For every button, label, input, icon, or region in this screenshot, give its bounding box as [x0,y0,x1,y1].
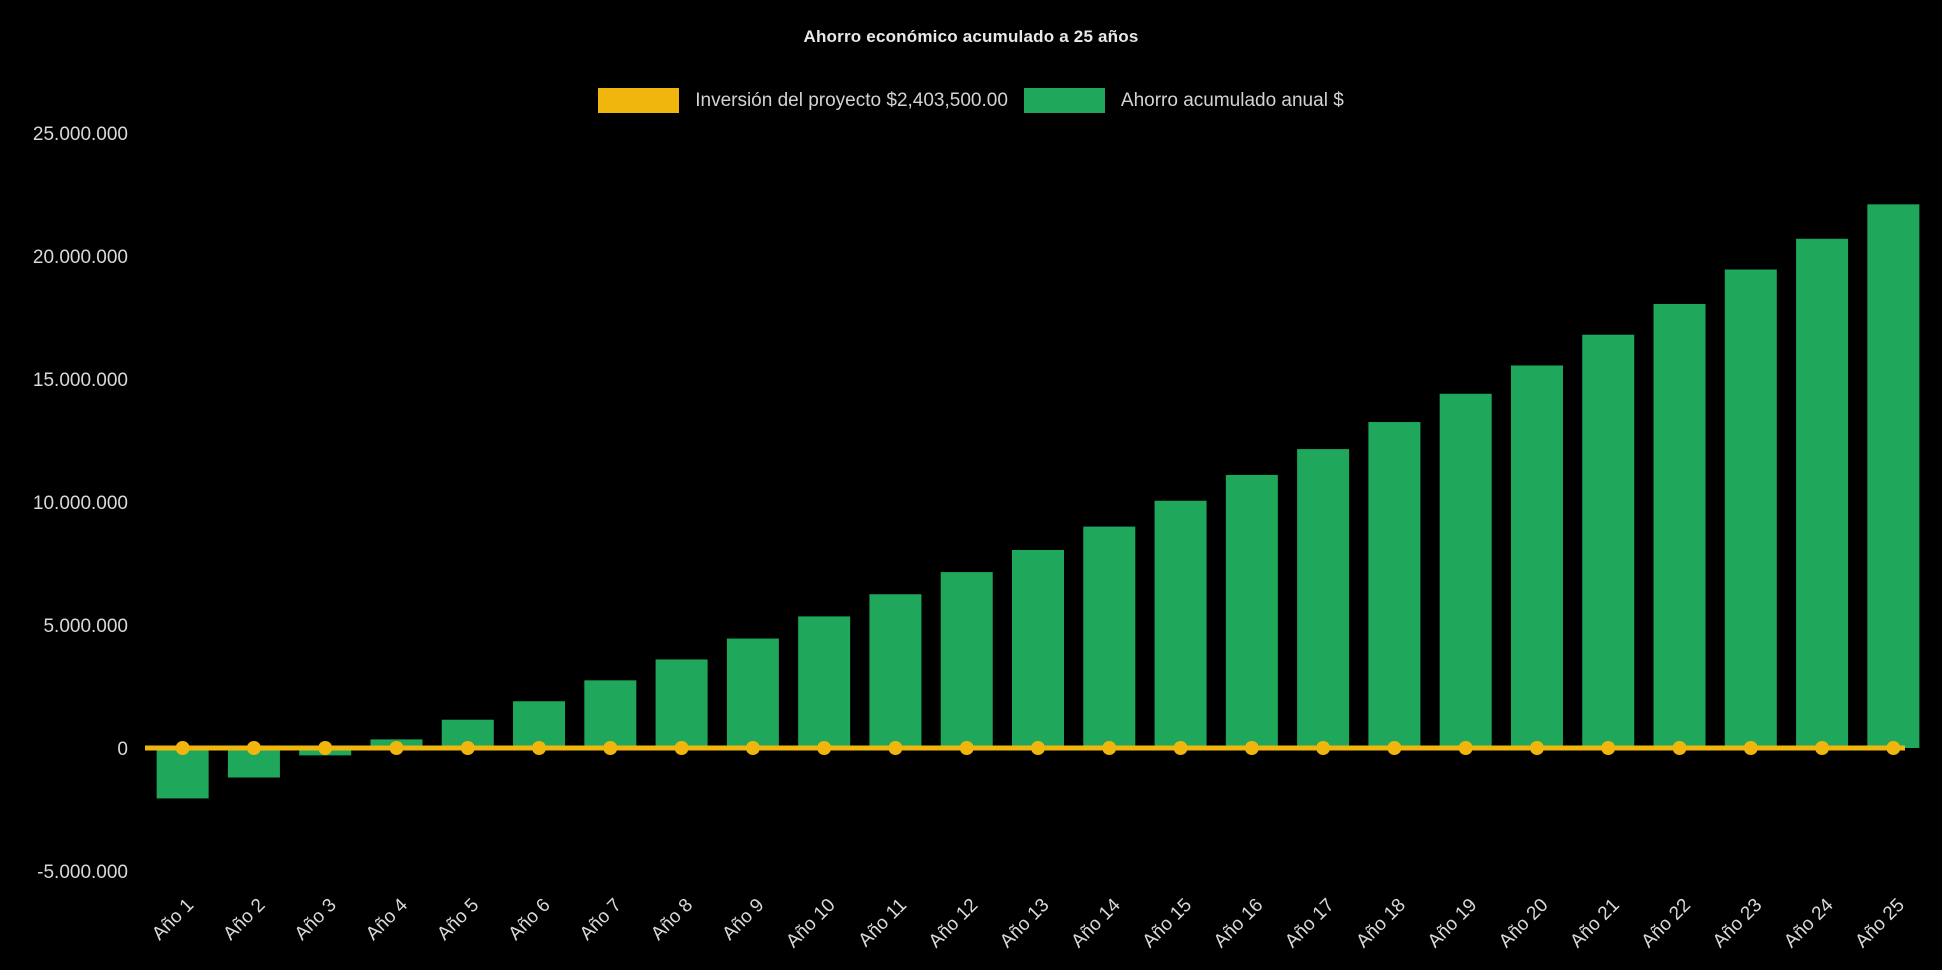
investment-point[interactable] [1886,741,1901,755]
investment-point[interactable] [745,741,760,755]
investment-point[interactable] [1601,741,1616,755]
savings-bar[interactable] [513,701,566,748]
investment-point[interactable] [888,741,903,755]
x-axis-tick-label: Año 21 [1566,895,1623,952]
savings-bar[interactable] [726,638,779,748]
legend-label-savings: Ahorro acumulado anual $ [1120,90,1344,111]
legend-swatch-investment [598,88,680,113]
investment-point[interactable] [1743,741,1758,755]
savings-bar[interactable] [655,659,708,748]
savings-bar[interactable] [1368,422,1421,748]
savings-bar[interactable] [1012,549,1064,748]
savings-bar[interactable] [940,572,993,748]
investment-point[interactable] [246,741,261,755]
investment-point[interactable] [1458,741,1473,755]
y-axis-tick-label: 25.000.000 [33,124,128,145]
savings-bar[interactable] [1724,269,1777,748]
x-axis-tick-label: Año 13 [996,895,1053,952]
investment-point[interactable] [1316,741,1331,755]
savings-bar[interactable] [1582,334,1635,748]
x-axis-tick-label: Año 20 [1495,895,1552,952]
legend: Inversión del proyecto $2,403,500.00 Aho… [0,88,1942,113]
savings-bar[interactable] [1297,449,1350,748]
y-axis-tick-label: 5.000.000 [43,616,128,637]
investment-point[interactable] [389,741,404,755]
x-axis-tick-label: Año 5 [433,895,483,945]
savings-bar[interactable] [1796,238,1849,748]
x-axis-tick-label: Año 14 [1067,894,1125,952]
x-axis-tick-label: Año 24 [1780,894,1838,952]
x-axis-tick-label: Año 4 [362,894,412,944]
investment-point[interactable] [1672,741,1687,755]
x-axis-tick-label: Año 7 [576,895,626,945]
x-axis-tick-label: Año 6 [505,895,555,945]
x-axis-tick-label: Año 2 [219,895,269,945]
savings-bar[interactable] [869,594,922,748]
x-axis-tick-label: Año 10 [782,895,839,952]
x-axis-tick-label: Año 25 [1851,895,1908,952]
savings-bar[interactable] [1154,500,1207,748]
y-axis-tick-label: 10.000.000 [33,493,128,514]
x-axis-tick-label: Año 9 [718,895,768,945]
chart-title: Ahorro económico acumulado a 25 años [803,27,1139,46]
x-axis-tick-label: Año 1 [148,895,198,945]
savings-bar[interactable] [1225,474,1278,748]
savings-bar[interactable] [1083,526,1136,748]
x-axis-tick-label: Año 3 [291,895,341,945]
investment-point[interactable] [1102,741,1117,755]
investment-point[interactable] [1244,741,1259,755]
y-axis-tick-label: 15.000.000 [33,370,128,391]
x-axis-tick-label: Año 8 [647,895,697,945]
savings-bar[interactable] [1510,365,1563,748]
savings-bar[interactable] [1653,303,1706,748]
x-axis-tick-label: Año 18 [1352,895,1409,952]
investment-point[interactable] [674,741,689,755]
x-axis-tick-label: Año 16 [1210,895,1267,952]
investment-point[interactable] [175,741,190,755]
legend-swatch-savings [1023,88,1105,113]
investment-point[interactable] [318,741,333,755]
x-axis-tick-label: Año 19 [1424,895,1481,952]
x-axis-tick-label: Año 12 [925,895,982,952]
y-axis-tick-label: 0 [117,739,128,760]
savings-bar[interactable] [1867,204,1920,749]
investment-point[interactable] [1529,741,1544,755]
investment-point[interactable] [460,741,475,755]
x-axis-tick-label: Año 11 [855,895,911,951]
investment-point[interactable] [1815,741,1830,755]
savings-bar[interactable] [584,680,637,748]
investment-point[interactable] [532,741,547,755]
savings-bar[interactable] [156,748,209,799]
y-axis-tick-label: -5.000.000 [37,862,128,883]
y-axis-tick-label: 20.000.000 [33,247,128,268]
investment-point[interactable] [959,741,974,755]
investment-point[interactable] [1173,741,1188,755]
investment-point[interactable] [1387,741,1402,755]
savings-bar[interactable] [1439,393,1492,748]
investment-point[interactable] [817,741,832,755]
x-axis-tick-label: Año 23 [1709,895,1766,952]
x-axis-tick-label: Año 15 [1139,895,1196,952]
investment-point[interactable] [603,741,618,755]
savings-bar[interactable] [798,616,851,748]
x-axis-tick-label: Año 17 [1281,895,1338,952]
legend-label-investment: Inversión del proyecto $2,403,500.00 [695,90,1008,111]
x-axis-tick-label: Año 22 [1638,895,1695,952]
investment-point[interactable] [1031,741,1045,755]
